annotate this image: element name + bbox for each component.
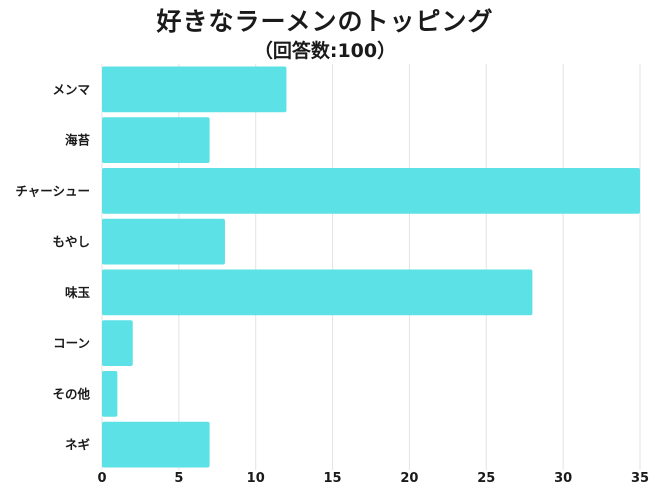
x-tick-label: 15 <box>324 471 342 486</box>
category-label: コーン <box>53 336 90 351</box>
chart-subtitle: （回答数:100） <box>253 40 397 62</box>
bar <box>102 269 533 316</box>
category-label: その他 <box>52 386 90 401</box>
chart-title: 好きなラーメンのトッピング <box>156 7 494 36</box>
category-label: メンマ <box>52 82 90 97</box>
x-tick-label: 25 <box>477 471 495 486</box>
category-label: 海苔 <box>65 133 90 148</box>
x-tick-label: 30 <box>554 471 572 486</box>
bar <box>102 421 210 468</box>
bar <box>102 218 225 265</box>
category-label: ネギ <box>65 437 91 452</box>
bar <box>102 117 210 163</box>
bar <box>102 168 640 214</box>
x-tick-label: 0 <box>97 471 106 486</box>
x-tick-labels: 0 5 10 15 20 25 30 35 <box>97 471 649 486</box>
bar <box>102 371 118 417</box>
x-tick-label: 10 <box>247 471 265 486</box>
category-label: 味玉 <box>65 285 91 300</box>
bars <box>102 66 640 468</box>
category-label: チャーシュー <box>15 183 90 198</box>
x-tick-label: 20 <box>400 471 418 486</box>
x-tick-label: 35 <box>631 471 649 486</box>
x-tick-label: 5 <box>174 471 183 486</box>
bar <box>102 320 133 366</box>
category-label: もやし <box>52 234 90 249</box>
bar <box>102 66 287 113</box>
